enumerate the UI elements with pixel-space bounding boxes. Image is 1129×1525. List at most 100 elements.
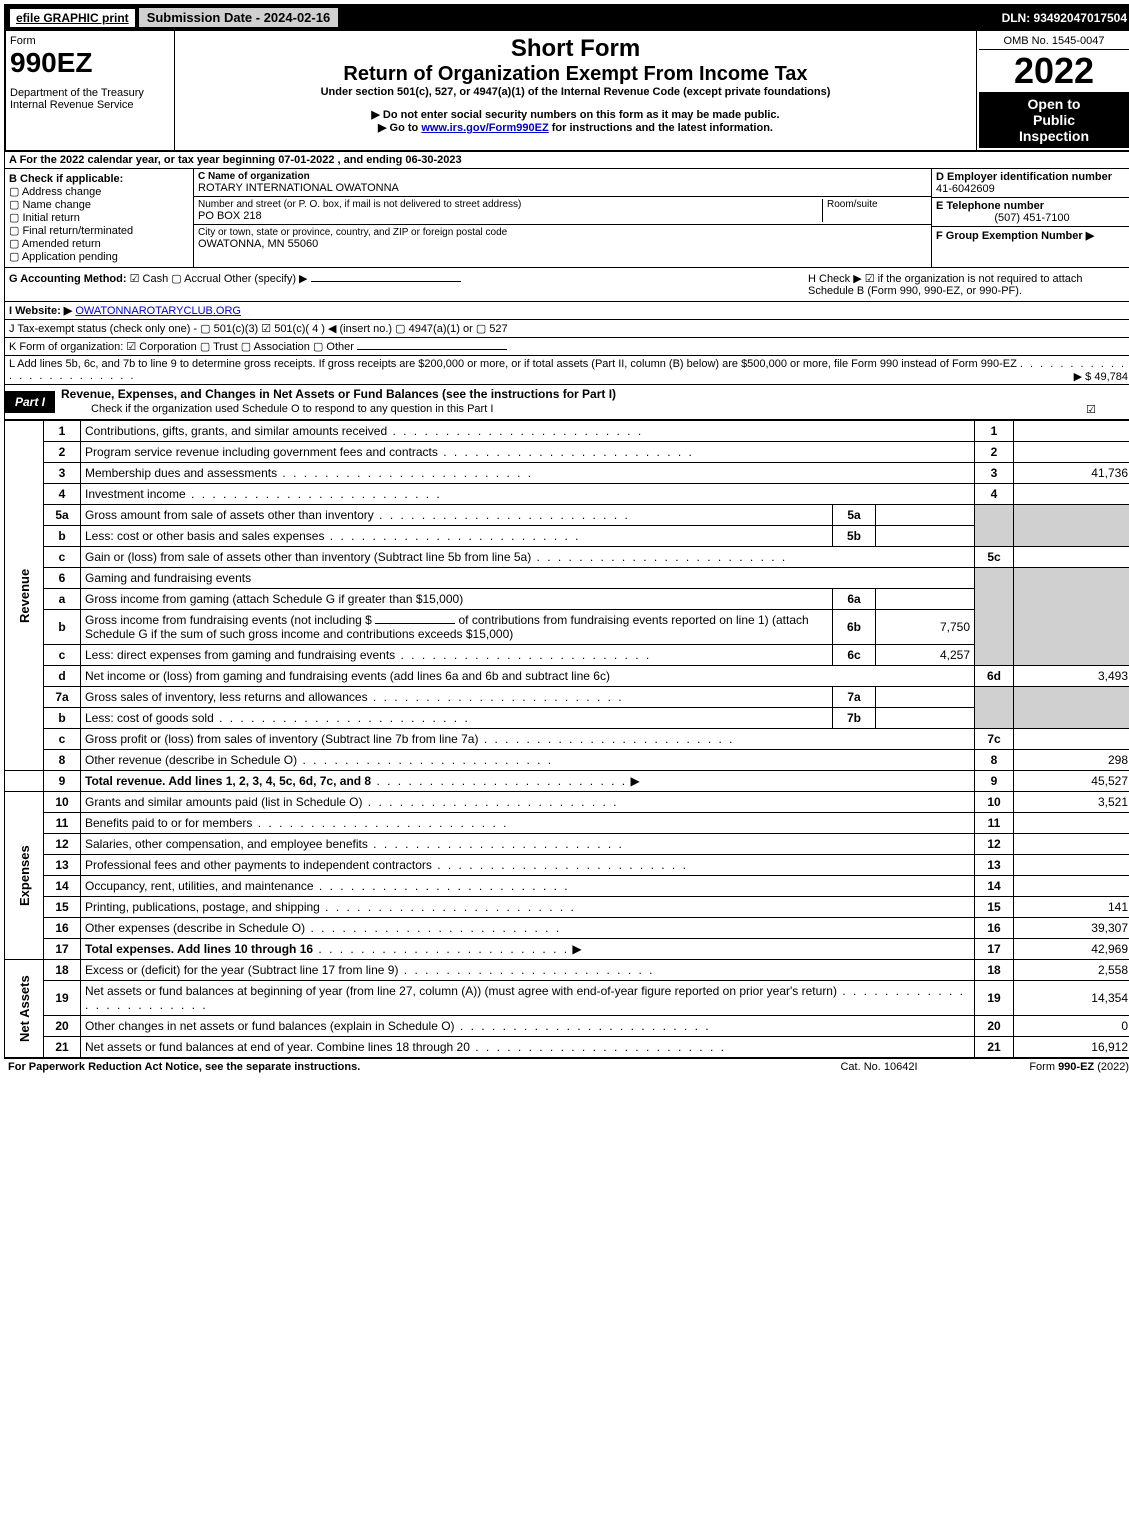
- l14-num: 14: [44, 876, 81, 897]
- l4-rnum: 4: [975, 484, 1014, 505]
- chk-accrual[interactable]: ▢ Accrual: [171, 273, 221, 285]
- tax-year: 2022: [979, 50, 1129, 92]
- chk-amended[interactable]: ▢ Amended return: [9, 237, 189, 250]
- header-left: Form 990EZ Department of the Treasury In…: [6, 31, 175, 150]
- chk-name-label: Name change: [22, 199, 91, 211]
- l14-rnum: 14: [975, 876, 1014, 897]
- efile-print-link[interactable]: efile GRAPHIC print: [10, 9, 135, 27]
- l21-desc: Net assets or fund balances at end of ye…: [85, 1040, 470, 1054]
- l6-num: 6: [44, 568, 81, 589]
- l5-shaded-num: [975, 505, 1014, 547]
- return-title: Return of Organization Exempt From Incom…: [179, 63, 972, 86]
- l4-val: [1014, 484, 1129, 505]
- l6d-num: d: [44, 666, 81, 687]
- l7b-desc: Less: cost of goods sold: [85, 711, 214, 725]
- other-specify: Other (specify) ▶: [224, 273, 308, 285]
- l19-val: 14,354: [1014, 981, 1129, 1016]
- l6a-box: 6a: [833, 589, 876, 610]
- row-i-website: I Website: ▶ OWATONNAROTARYCLUB.ORG: [4, 302, 1129, 320]
- side-revenue: Revenue: [5, 421, 44, 771]
- l15-val: 141: [1014, 897, 1129, 918]
- header-center: Short Form Return of Organization Exempt…: [175, 31, 977, 150]
- open-line1: Open to: [983, 96, 1125, 112]
- side-net-assets: Net Assets: [5, 960, 44, 1058]
- goto-post: for instructions and the latest informat…: [549, 122, 773, 134]
- l20-val: 0: [1014, 1016, 1129, 1037]
- l13-num: 13: [44, 855, 81, 876]
- l6c-boxval: 4,257: [876, 645, 975, 666]
- col-b-checkboxes: B Check if applicable: ▢ Address change …: [5, 169, 194, 267]
- website-link[interactable]: OWATONNAROTARYCLUB.ORG: [75, 305, 241, 317]
- l5a-num: 5a: [44, 505, 81, 526]
- f-label: F Group Exemption Number ▶: [936, 229, 1128, 242]
- l7c-desc: Gross profit or (loss) from sales of inv…: [85, 732, 478, 746]
- l11-desc: Benefits paid to or for members: [85, 816, 252, 830]
- l11-val: [1014, 813, 1129, 834]
- form-word: Form: [10, 35, 170, 47]
- chk-address-change[interactable]: ▢ Address change: [9, 185, 189, 198]
- cell-d-ein: D Employer identification number 41-6042…: [932, 169, 1129, 198]
- part-i-title-text: Revenue, Expenses, and Changes in Net As…: [61, 387, 616, 401]
- part-i-header: Part I Revenue, Expenses, and Changes in…: [4, 385, 1129, 420]
- chk-app-pending[interactable]: ▢ Application pending: [9, 250, 189, 263]
- l9-desc: Total revenue. Add lines 1, 2, 3, 4, 5c,…: [85, 774, 371, 788]
- top-bar: efile GRAPHIC print Submission Date - 20…: [4, 4, 1129, 31]
- footer-cat: Cat. No. 10642I: [789, 1061, 969, 1073]
- l15-num: 15: [44, 897, 81, 918]
- l12-rnum: 12: [975, 834, 1014, 855]
- l5b-box: 5b: [833, 526, 876, 547]
- open-to-public: Open to Public Inspection: [979, 92, 1129, 148]
- l19-desc: Net assets or fund balances at beginning…: [85, 984, 837, 998]
- h-check: H Check ▶ ☑ if the organization is not r…: [808, 272, 1128, 297]
- l16-val: 39,307: [1014, 918, 1129, 939]
- l17-num: 17: [44, 939, 81, 960]
- cell-city: City or town, state or province, country…: [194, 225, 931, 252]
- chk-app-label: Application pending: [22, 251, 118, 263]
- footer-form: Form 990-EZ (2022): [969, 1061, 1129, 1073]
- l7-shaded-val: [1014, 687, 1129, 729]
- org-name: ROTARY INTERNATIONAL OWATONNA: [198, 182, 927, 194]
- chk-final-return[interactable]: ▢ Final return/terminated: [9, 224, 189, 237]
- l4-num: 4: [44, 484, 81, 505]
- l6-shaded-val: [1014, 568, 1129, 666]
- l7-shaded-num: [975, 687, 1014, 729]
- l5c-val: [1014, 547, 1129, 568]
- l21-num: 21: [44, 1037, 81, 1058]
- l5b-num: b: [44, 526, 81, 547]
- l7a-boxval: [876, 687, 975, 708]
- row-g-accounting: G Accounting Method: ☑ Cash ▢ Accrual Ot…: [4, 267, 1129, 302]
- part-i-label: Part I: [5, 391, 55, 413]
- l2-rnum: 2: [975, 442, 1014, 463]
- page-footer: For Paperwork Reduction Act Notice, see …: [4, 1058, 1129, 1075]
- irs-link[interactable]: www.irs.gov/Form990EZ: [421, 122, 548, 134]
- side-expenses: Expenses: [5, 792, 44, 960]
- city-value: OWATONNA, MN 55060: [198, 238, 927, 250]
- l6b-desc1: Gross income from fundraising events (no…: [85, 613, 372, 627]
- l18-rnum: 18: [975, 960, 1014, 981]
- street-label: Number and street (or P. O. box, if mail…: [198, 199, 822, 210]
- l13-val: [1014, 855, 1129, 876]
- l6b-desc: Gross income from fundraising events (no…: [81, 610, 833, 645]
- chk-cash[interactable]: ☑ Cash: [130, 273, 169, 285]
- e-label: E Telephone number: [936, 200, 1128, 212]
- l11-rnum: 11: [975, 813, 1014, 834]
- chk-final-label: Final return/terminated: [22, 225, 133, 237]
- l15-desc: Printing, publications, postage, and shi…: [85, 900, 320, 914]
- l2-val: [1014, 442, 1129, 463]
- block-bcdef: B Check if applicable: ▢ Address change …: [4, 169, 1129, 267]
- l6-shaded-num: [975, 568, 1014, 666]
- row-l-gross-receipts: L Add lines 5b, 6c, and 7b to line 9 to …: [4, 356, 1129, 385]
- l21-rnum: 21: [975, 1037, 1014, 1058]
- chk-name-change[interactable]: ▢ Name change: [9, 198, 189, 211]
- l6b-boxval: 7,750: [876, 610, 975, 645]
- l2-num: 2: [44, 442, 81, 463]
- l5b-boxval: [876, 526, 975, 547]
- l18-desc: Excess or (deficit) for the year (Subtra…: [85, 963, 398, 977]
- cell-org-name: C Name of organization ROTARY INTERNATIO…: [194, 169, 931, 197]
- part-i-checkbox[interactable]: ☑: [1086, 403, 1096, 416]
- l6d-desc: Net income or (loss) from gaming and fun…: [81, 666, 975, 687]
- l7c-num: c: [44, 729, 81, 750]
- lines-table: Revenue 1 Contributions, gifts, grants, …: [4, 420, 1129, 1058]
- chk-initial-return[interactable]: ▢ Initial return: [9, 211, 189, 224]
- l13-rnum: 13: [975, 855, 1014, 876]
